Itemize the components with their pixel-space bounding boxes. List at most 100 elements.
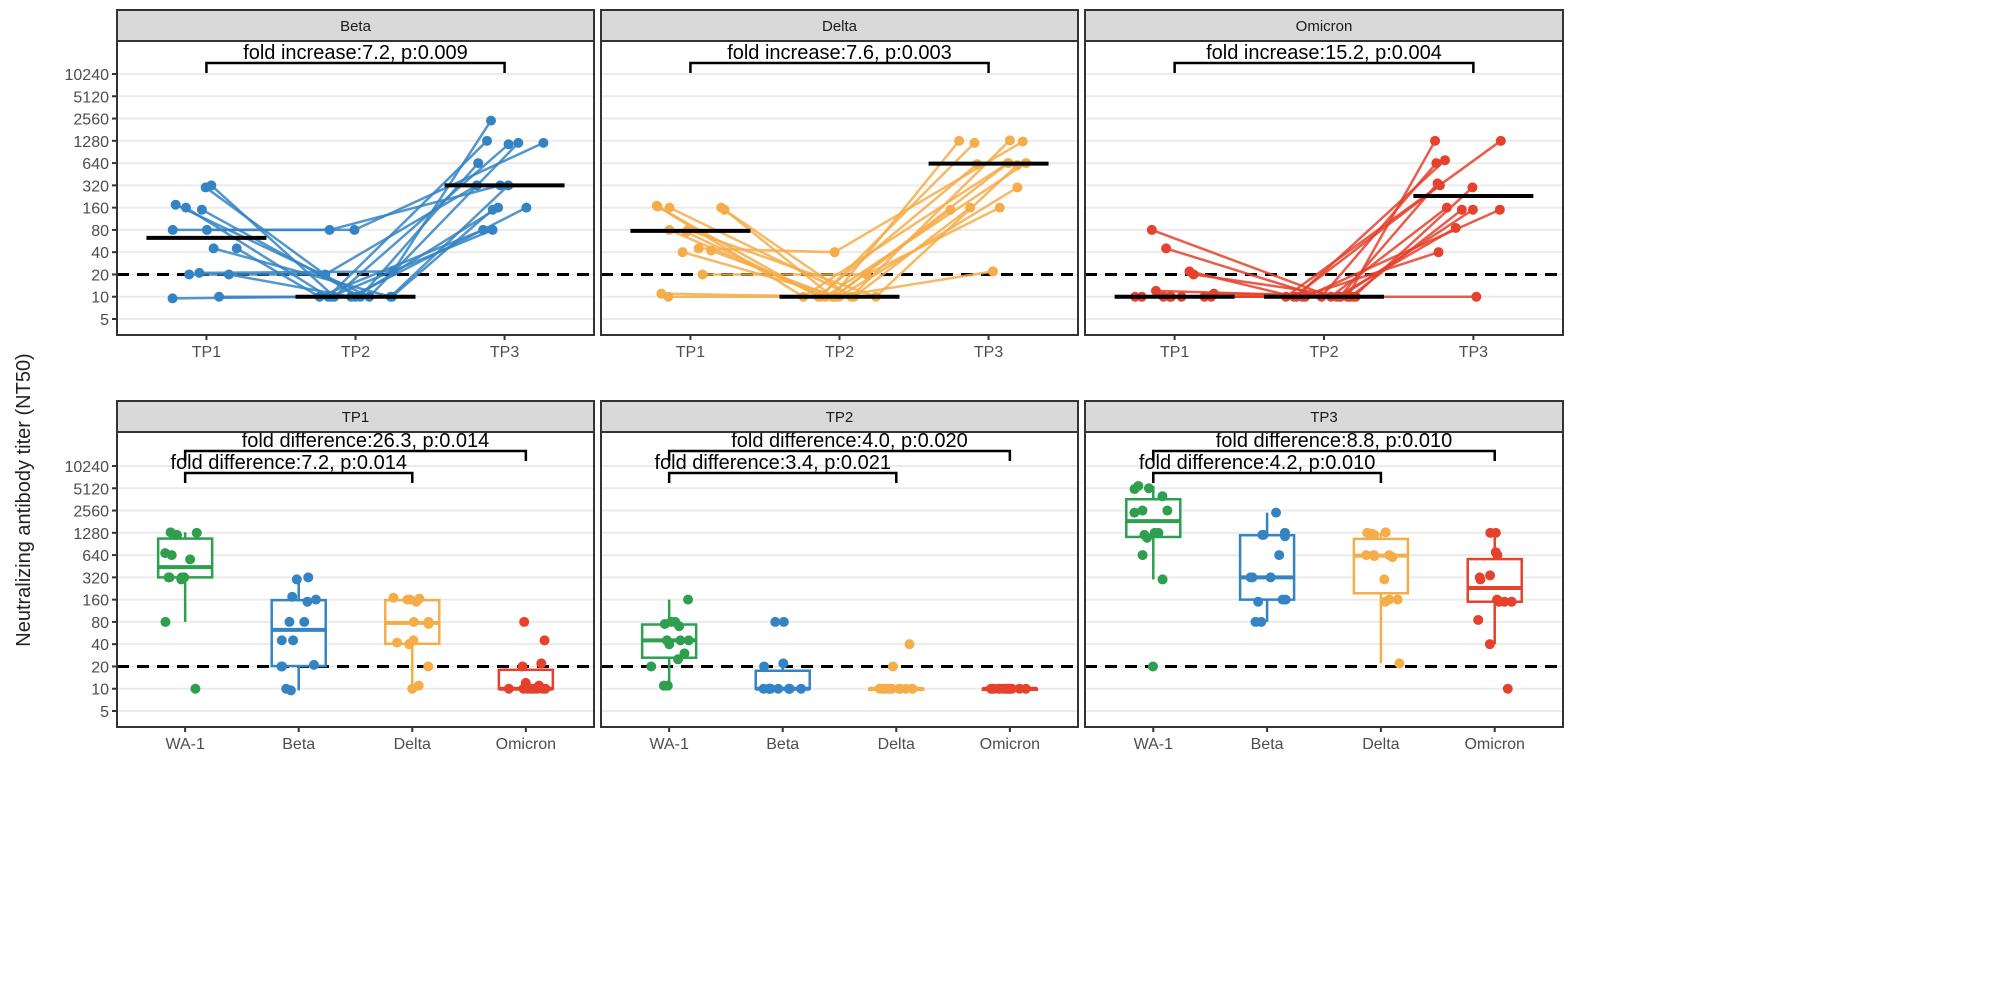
panel: TP2 WA-1 Beta Delta Omicron fold difference:4… <box>600 400 1079 753</box>
data-point <box>1020 683 1031 694</box>
data-point <box>285 685 296 696</box>
significance-label: fold increase:15.2, p:0.004 <box>1206 42 1442 64</box>
data-point <box>965 202 976 213</box>
data-point <box>1188 269 1199 280</box>
x-tick-label: WA-1 <box>649 736 689 753</box>
data-point <box>164 572 175 583</box>
significance-label: fold difference:26.3, p:0.014 <box>242 430 490 452</box>
data-point <box>167 293 178 304</box>
x-tick-label: TP2 <box>825 344 854 361</box>
data-point <box>1162 505 1173 516</box>
data-point <box>423 661 434 672</box>
data-point <box>1146 224 1157 235</box>
data-point <box>1147 661 1158 672</box>
data-point <box>310 594 321 605</box>
data-point <box>487 224 498 235</box>
data-point <box>759 661 770 672</box>
data-point <box>423 618 434 629</box>
panel-title: TP1 <box>342 409 370 426</box>
data-point <box>1441 202 1452 213</box>
panel-border <box>1084 40 1564 336</box>
data-point <box>302 596 313 607</box>
y-tick-label: 640 <box>82 156 109 173</box>
panel-strip <box>1084 9 1564 42</box>
data-point <box>662 680 673 691</box>
panel-border <box>600 40 1079 336</box>
y-tick-label: 80 <box>91 223 109 240</box>
y-tick-label: 40 <box>91 245 109 262</box>
data-point <box>894 683 905 694</box>
panel-strip <box>116 400 595 433</box>
x-tick-label: Omicron <box>496 736 556 753</box>
data-point <box>194 267 205 278</box>
data-point <box>693 243 704 254</box>
x-tick-label: Omicron <box>1464 736 1524 753</box>
data-point <box>1467 182 1478 193</box>
data-point <box>778 616 789 627</box>
data-point <box>299 616 310 627</box>
data-point <box>885 683 896 694</box>
data-point <box>1258 529 1269 540</box>
y-tick-label: 2560 <box>73 504 109 521</box>
data-point <box>675 635 686 646</box>
data-point <box>697 269 708 280</box>
data-point <box>180 202 191 213</box>
data-point <box>784 683 795 694</box>
data-point <box>1256 616 1267 627</box>
panel-title: TP2 <box>826 409 854 426</box>
panel-strip <box>600 9 1079 42</box>
data-point <box>663 291 674 302</box>
data-point <box>404 639 415 650</box>
data-point <box>402 594 413 605</box>
data-point <box>521 202 532 213</box>
data-point <box>287 591 298 602</box>
data-point <box>1142 532 1153 543</box>
data-point <box>485 115 496 126</box>
data-point <box>706 245 717 256</box>
data-point <box>388 266 399 277</box>
data-point <box>1471 291 1482 302</box>
data-point <box>796 683 807 694</box>
data-point <box>519 616 530 627</box>
data-point <box>526 683 537 694</box>
data-point <box>191 527 202 538</box>
data-point <box>661 635 672 646</box>
significance-bracket <box>205 61 506 73</box>
y-tick-label: 20 <box>91 267 109 284</box>
data-point <box>482 135 493 146</box>
data-point <box>1440 155 1451 166</box>
x-tick-label: Beta <box>282 736 315 753</box>
data-point <box>683 594 694 605</box>
y-tick-label: 10240 <box>65 459 110 476</box>
data-point <box>1271 507 1282 518</box>
data-point <box>408 616 419 627</box>
data-point <box>165 527 176 538</box>
y-tick-label: 320 <box>82 178 109 195</box>
data-point <box>904 639 915 650</box>
data-point <box>1490 547 1501 558</box>
data-point <box>231 243 242 254</box>
data-point <box>534 680 545 691</box>
panel-title: Omicron <box>1296 18 1353 35</box>
x-tick-label: WA-1 <box>1134 736 1174 753</box>
data-point <box>673 654 684 665</box>
data-point <box>1253 596 1264 607</box>
x-tick-label: TP1 <box>1160 344 1189 361</box>
data-point <box>503 139 514 150</box>
data-point <box>1467 204 1478 215</box>
data-point <box>646 661 657 672</box>
box <box>1352 537 1410 595</box>
data-point <box>1494 596 1505 607</box>
data-point <box>407 683 418 694</box>
significance-bracket <box>1173 61 1475 73</box>
significance-label: fold difference:4.2, p:0.010 <box>1139 452 1375 474</box>
data-point <box>1129 507 1140 518</box>
data-point <box>1431 158 1442 169</box>
data-point <box>276 635 287 646</box>
data-point <box>1137 505 1148 516</box>
data-point <box>160 548 171 559</box>
significance-label: fold difference:3.4, p:0.021 <box>654 452 890 474</box>
data-point <box>478 224 489 235</box>
x-tick-label: Omicron <box>980 736 1040 753</box>
